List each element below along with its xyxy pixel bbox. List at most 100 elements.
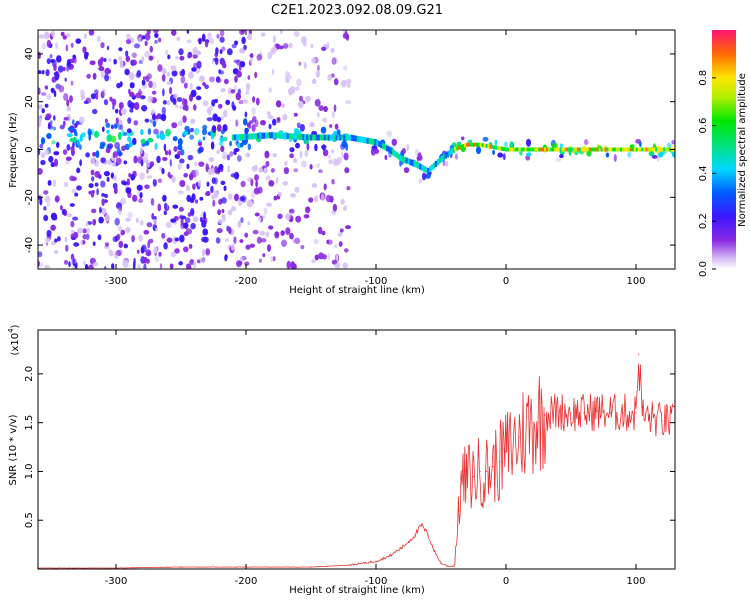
spectrogram-ridge-cell [269,132,272,139]
spectrogram-cell [290,261,295,269]
spectrogram-cell [64,77,67,82]
spectrogram-cell [188,244,193,249]
spectrogram-ridge-cell [637,147,641,152]
spectrogram-cell [134,43,140,49]
spectrogram-xtick-label: -100 [365,276,388,287]
spectrogram-cell [275,177,279,184]
spectrogram-cell [104,118,108,124]
spectrogram-cell [238,99,244,105]
spectrogram-ridge-cell [399,155,403,162]
spectrogram-cell [322,144,326,151]
spectrogram-ridge-cell [347,134,350,141]
spectrogram-cell [149,161,154,167]
spectrogram-cell [173,93,178,99]
spectrogram-cell [326,42,330,49]
spectrogram-ridge-cell [429,166,432,173]
spectrogram-cell [44,195,51,203]
spectrogram-cell [320,126,327,134]
spectrogram-cell [194,199,199,204]
spectrogram-cell [127,211,133,218]
spectrogram-cell [86,73,91,79]
spectrogram-cell [184,82,188,89]
spectrogram-ridge-cell [450,148,453,155]
spectrogram-cell [322,117,328,123]
spectrogram-cell [128,72,135,80]
spectrogram-cell [161,106,166,115]
snr-xtick-label: -100 [365,576,388,587]
spectrogram-cell [138,36,142,44]
spectrogram-cell [231,101,235,109]
spectrogram-cell [179,234,185,243]
spectrogram-cell [226,154,231,161]
spectrogram-cell [338,241,343,247]
spectrogram-cell [330,48,335,53]
spectrogram-ridge-cell [436,159,440,165]
spectrogram-cell [135,218,139,223]
spectrogram-cell [315,69,320,78]
spectrogram-cell [271,68,275,75]
spectrogram-cell [234,75,238,83]
spectrogram-cell [211,177,216,185]
spectrogram-cell [667,142,671,149]
spectrogram-ridge-cell [600,147,603,152]
snr-scale-label: (x104) [7,324,21,355]
spectrogram-cell [340,199,345,205]
spectrogram-cell [169,86,173,95]
spectrogram-ridge-cell [311,134,315,141]
spectrogram-cell [305,95,311,103]
snr-point [453,565,455,567]
snr-point [414,534,416,536]
spectrogram-ridge-cell [471,142,475,147]
spectrogram-ridge-cell [446,151,449,158]
spectrogram-cell [90,169,95,176]
spectrogram-cell [65,244,69,252]
spectrogram-cell [301,160,307,168]
spectrogram-cell [259,230,266,236]
snr-point [570,412,572,414]
spectrogram-cell [183,173,188,178]
snr-point [498,461,501,463]
spectrogram-ridge-cell [557,147,561,152]
spectrogram-cell [311,57,316,64]
spectrogram-cell [340,80,347,88]
spectrogram-cell [370,147,376,156]
spectrogram-cell [329,124,333,128]
spectrogram-cell [234,85,237,91]
spectrogram-cell [44,149,50,155]
spectrogram-ridge-cell [524,147,527,152]
spectrogram-cell [342,262,348,269]
spectrogram-xlabel: Height of straight line (km) [289,285,425,296]
spectrogram-cell [132,137,137,146]
spectrogram-cell [118,131,122,140]
spectrogram-cell [40,152,46,158]
spectrogram-cell [345,100,352,105]
spectrogram-cell [125,187,132,194]
spectrogram-ridge-cell [417,162,420,169]
spectrogram-cell [135,92,142,99]
spectrogram-cell [160,116,165,120]
spectrogram-cell [153,30,159,34]
spectrogram-ridge-cell [485,143,488,148]
spectrogram-cell [137,264,141,269]
spectrogram-ridge-cell [290,133,293,140]
spectrogram-cell [183,246,189,253]
spectrogram-cell [125,227,131,233]
spectrogram-cell [112,104,115,110]
spectrogram-cell [233,236,237,244]
spectrogram-cell [171,70,178,77]
spectrogram-cell [118,205,123,211]
spectrogram-cell [303,61,307,70]
spectrogram-ridge-cell [477,142,481,147]
spectrogram-cell [186,194,191,202]
spectrogram-cell [66,106,72,112]
spectrogram-cell [285,79,290,83]
spectrogram-cell [288,208,295,214]
spectrogram-cell [139,192,143,199]
spectrogram-cell [66,59,71,66]
spectrogram-cell [179,105,184,110]
spectrogram-cell [52,179,57,188]
spectrogram-cell [69,58,76,64]
spectrogram-cell [268,123,272,130]
spectrogram-cell [91,190,95,194]
spectrogram-cell [104,67,111,75]
